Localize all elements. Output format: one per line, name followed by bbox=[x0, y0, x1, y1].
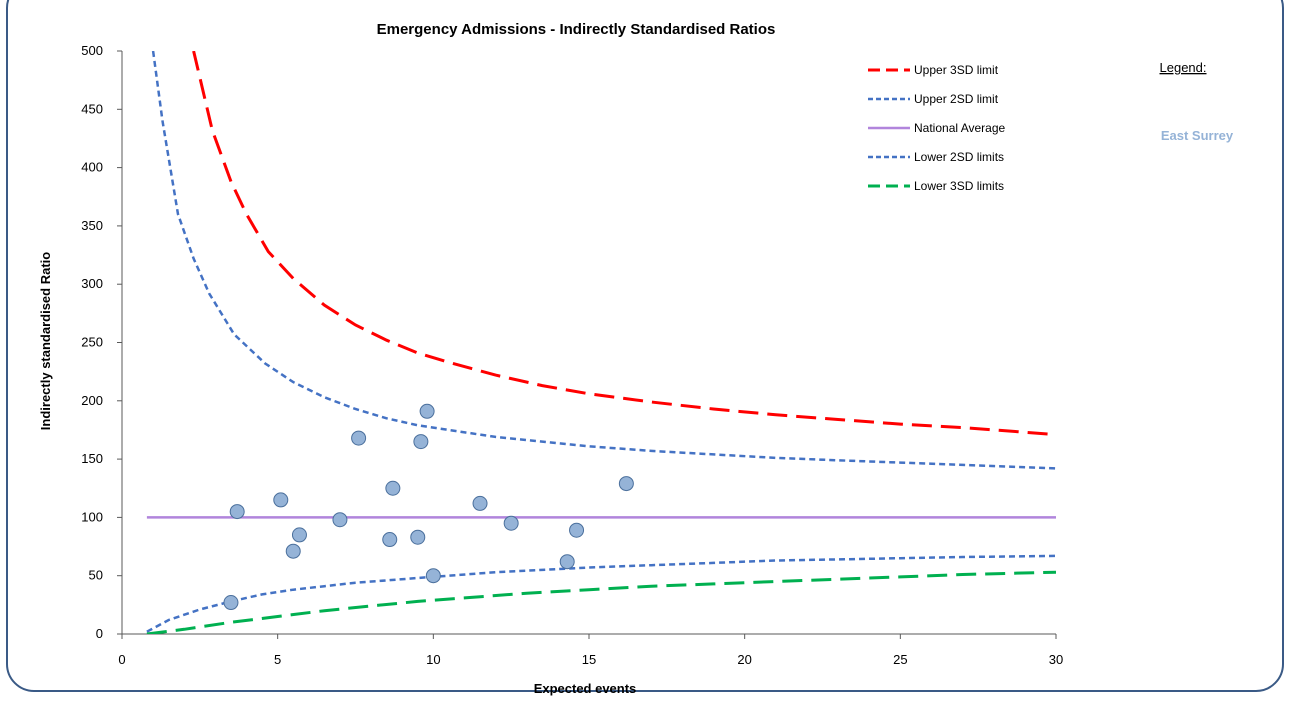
data-point bbox=[410, 529, 426, 545]
y-tick-label: 350 bbox=[81, 218, 103, 233]
data-point bbox=[382, 532, 398, 548]
data-point bbox=[503, 515, 519, 531]
x-tick-label: 30 bbox=[1049, 652, 1063, 667]
legend-label: Lower 2SD limits bbox=[914, 150, 1004, 164]
x-tick-label: 25 bbox=[893, 652, 907, 667]
y-tick-label: 300 bbox=[81, 276, 103, 291]
legend-label: Upper 2SD limit bbox=[914, 92, 999, 106]
data-point bbox=[351, 430, 367, 446]
y-tick-label: 400 bbox=[81, 160, 103, 175]
data-point bbox=[472, 495, 488, 511]
series-line-upper-3sd-limit bbox=[192, 51, 1056, 437]
data-point bbox=[618, 476, 634, 492]
data-point bbox=[559, 554, 575, 570]
x-tick-label: 0 bbox=[118, 652, 125, 667]
y-tick-label: 250 bbox=[81, 335, 103, 350]
legend-label: Lower 3SD limits bbox=[914, 179, 1004, 193]
y-tick-label: 150 bbox=[81, 451, 103, 466]
chart-title: Emergency Admissions - Indirectly Standa… bbox=[377, 21, 776, 38]
x-axis-title: Expected events bbox=[534, 681, 637, 696]
data-point bbox=[419, 403, 435, 419]
data-point bbox=[332, 512, 348, 528]
data-point bbox=[425, 568, 441, 584]
series-line-upper-2sd-limit bbox=[151, 51, 1056, 470]
chart-frame bbox=[6, 0, 1284, 692]
data-point bbox=[569, 522, 585, 538]
y-axis-title: Indirectly standardised Ratio bbox=[38, 252, 53, 430]
x-tick-label: 10 bbox=[426, 652, 440, 667]
series-line-lower-3sd-limits bbox=[146, 570, 1056, 634]
x-tick-label: 15 bbox=[582, 652, 596, 667]
side-legend-east-surrey: East Surrey bbox=[1161, 128, 1234, 143]
y-tick-label: 200 bbox=[81, 393, 103, 408]
legend: Upper 3SD limit Upper 2SD limit National A… bbox=[868, 63, 1006, 193]
legend-label: National Average bbox=[914, 121, 1006, 135]
side-legend-title: Legend: bbox=[1160, 60, 1207, 75]
data-point bbox=[285, 543, 301, 559]
data-point bbox=[223, 595, 239, 611]
legend-label: Upper 3SD limit bbox=[914, 63, 999, 77]
y-tick-label: 50 bbox=[89, 568, 103, 583]
data-point bbox=[385, 480, 401, 496]
y-tick-label: 100 bbox=[81, 509, 103, 524]
plot-area: 0 50 100 150 200 250 300 350 400 450 500 0 5 10 15 20 25… bbox=[81, 43, 1063, 667]
x-tick-label: 20 bbox=[737, 652, 751, 667]
series-line-lower-2sd-limits bbox=[146, 554, 1056, 633]
y-tick-label: 0 bbox=[96, 626, 103, 641]
data-point bbox=[229, 504, 245, 520]
y-tick-label: 450 bbox=[81, 101, 103, 116]
y-tick-label: 500 bbox=[81, 43, 103, 58]
data-point bbox=[273, 492, 289, 508]
data-point bbox=[413, 434, 429, 450]
x-tick-label: 5 bbox=[274, 652, 281, 667]
data-point bbox=[291, 527, 307, 543]
